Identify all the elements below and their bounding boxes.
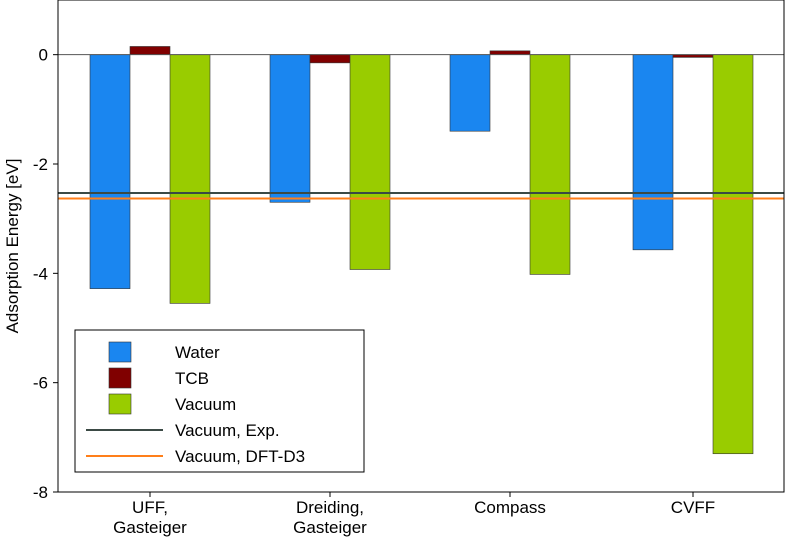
bar-vacuum-0 [169, 54, 211, 304]
bar-water-0 [89, 54, 131, 289]
x-tick-label: CVFF [671, 498, 715, 517]
legend: Water TCB Vacuum Vacuum, Exp. Vacuum, DFT-D3 [74, 329, 365, 473]
legend-swatch-tcb [108, 367, 132, 389]
y-tick-label: -4 [33, 264, 48, 283]
y-axis-title: Adsorption Energy [eV] [3, 159, 22, 334]
y-tick-label: -8 [33, 483, 48, 502]
legend-swatch-water [108, 341, 132, 363]
bar-tcb-1 [309, 54, 351, 64]
x-tick-label-line2: Gasteiger [113, 518, 187, 537]
y-axis-ticks: 0 -2 -4 -6 -8 [33, 46, 58, 502]
bar-tcb-2 [489, 50, 531, 55]
bar-water-1 [269, 54, 311, 203]
legend-label-vacuum-exp-: Vacuum, Exp. [175, 421, 280, 440]
legend-label-vacuum-dft-d3: Vacuum, DFT-D3 [175, 447, 305, 466]
x-tick-label: UFF, [132, 498, 168, 517]
bar-vacuum-1 [349, 54, 391, 270]
x-tick-label: Compass [474, 498, 546, 517]
legend-label-vacuum: Vacuum [175, 395, 236, 414]
plot-frame [57, 0, 785, 493]
x-tick-label-line2: Gasteiger [293, 518, 367, 537]
bars [89, 46, 754, 455]
bar-vacuum-2 [529, 54, 571, 275]
legend-swatch-vacuum [108, 393, 132, 415]
legend-label-water: Water [175, 343, 220, 362]
y-tick-label: 0 [39, 46, 48, 65]
x-tick-label: Dreiding, [296, 498, 364, 517]
bar-water-2 [449, 54, 491, 132]
bar-vacuum-3 [712, 54, 754, 455]
legend-label-tcb: TCB [175, 369, 209, 388]
y-tick-label: -6 [33, 374, 48, 393]
bar-water-3 [632, 54, 674, 251]
y-tick-label: -2 [33, 155, 48, 174]
reference-lines [58, 54, 784, 200]
bar-tcb-0 [129, 46, 171, 55]
plot-border [57, 0, 785, 493]
